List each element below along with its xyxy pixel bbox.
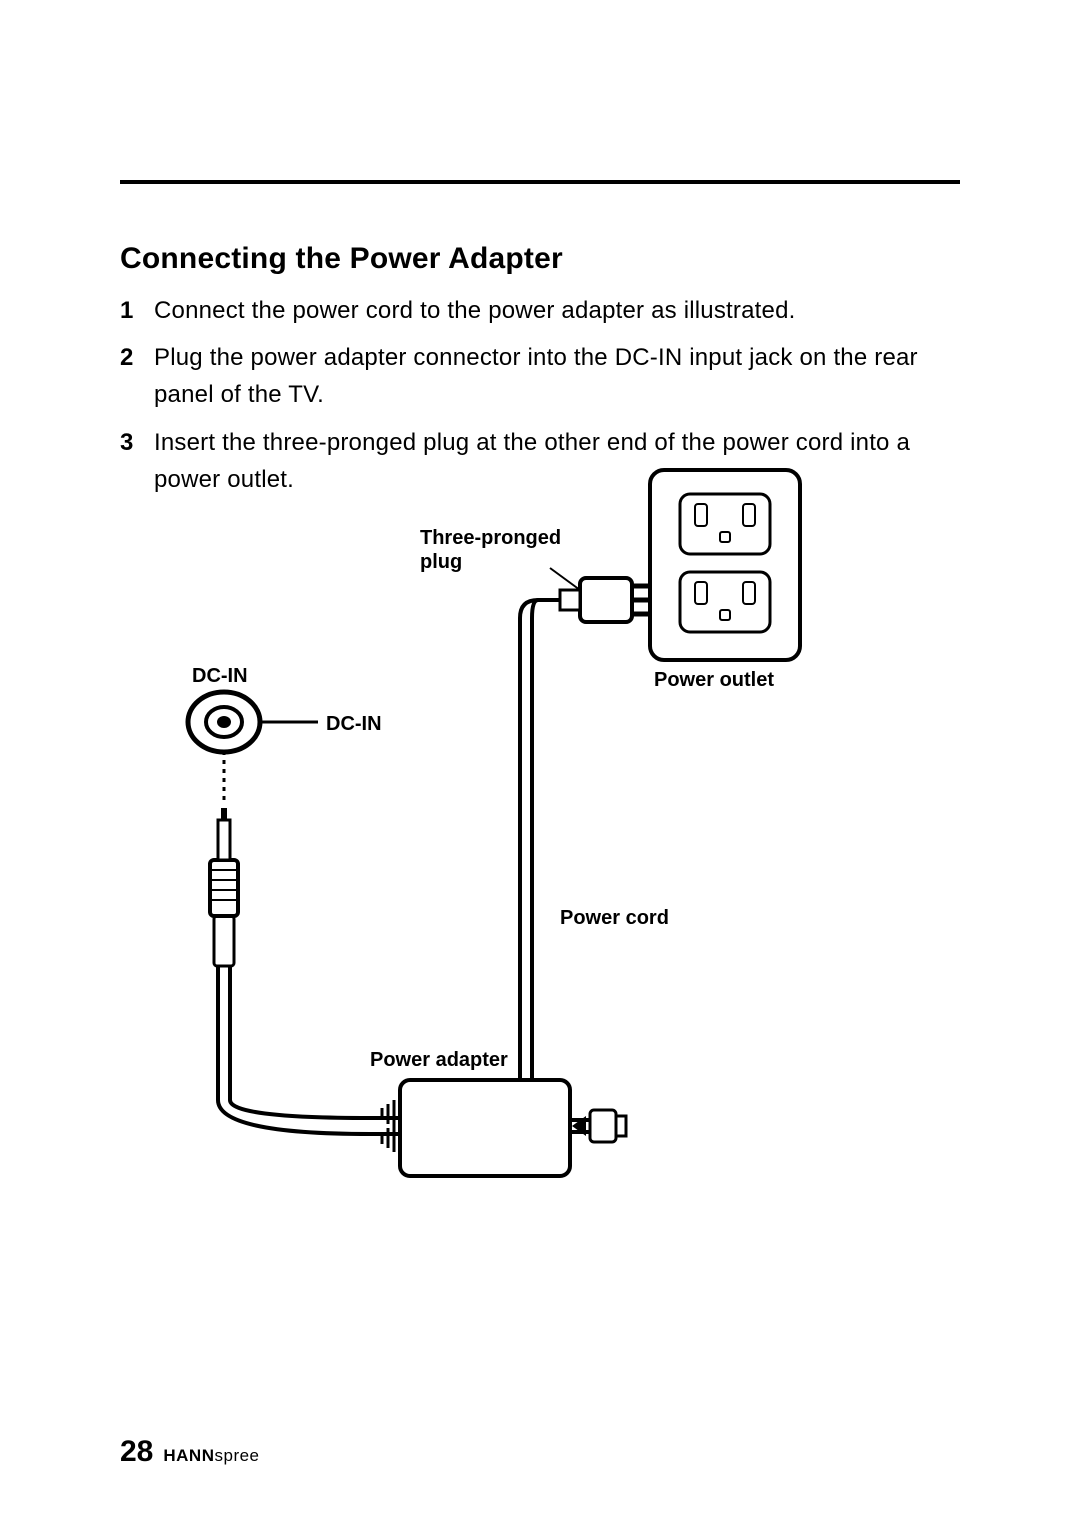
label-three-pronged: Three-pronged [420, 527, 561, 549]
page-number: 28 [120, 1435, 153, 1469]
power-outlet-icon [650, 470, 800, 660]
dc-in-jack-icon [188, 692, 318, 752]
dc-connector-icon [210, 808, 238, 966]
label-dc-in-right: DC-IN [326, 713, 382, 735]
page: Connecting the Power Adapter 1 Connect t… [0, 0, 1080, 1529]
brand-light: spree [214, 1446, 259, 1465]
power-adapter-diagram: Three-pronged plug Power outlet DC-IN DC… [120, 460, 840, 1240]
section-title: Connecting the Power Adapter [120, 242, 563, 276]
list-item: 1 Connect the power cord to the power ad… [120, 292, 960, 329]
power-cord-icon [520, 600, 626, 1142]
label-power-cord: Power cord [560, 907, 669, 929]
leader-line [550, 568, 580, 590]
label-power-adapter: Power adapter [370, 1049, 508, 1071]
brand-logo: HANNspree [163, 1446, 259, 1466]
page-footer: 28 HANNspree [120, 1435, 260, 1469]
step-text: Connect the power cord to the power adap… [154, 292, 796, 329]
list-item: 2 Plug the power adapter connector into … [120, 339, 960, 413]
step-text: Plug the power adapter connector into th… [154, 339, 960, 413]
top-rule [120, 180, 960, 184]
label-dc-in-top: DC-IN [192, 665, 248, 687]
brand-bold: HANN [163, 1446, 214, 1465]
step-number: 1 [120, 292, 154, 329]
step-number: 2 [120, 339, 154, 413]
label-plug: plug [420, 551, 462, 573]
label-power-outlet: Power outlet [654, 669, 774, 691]
